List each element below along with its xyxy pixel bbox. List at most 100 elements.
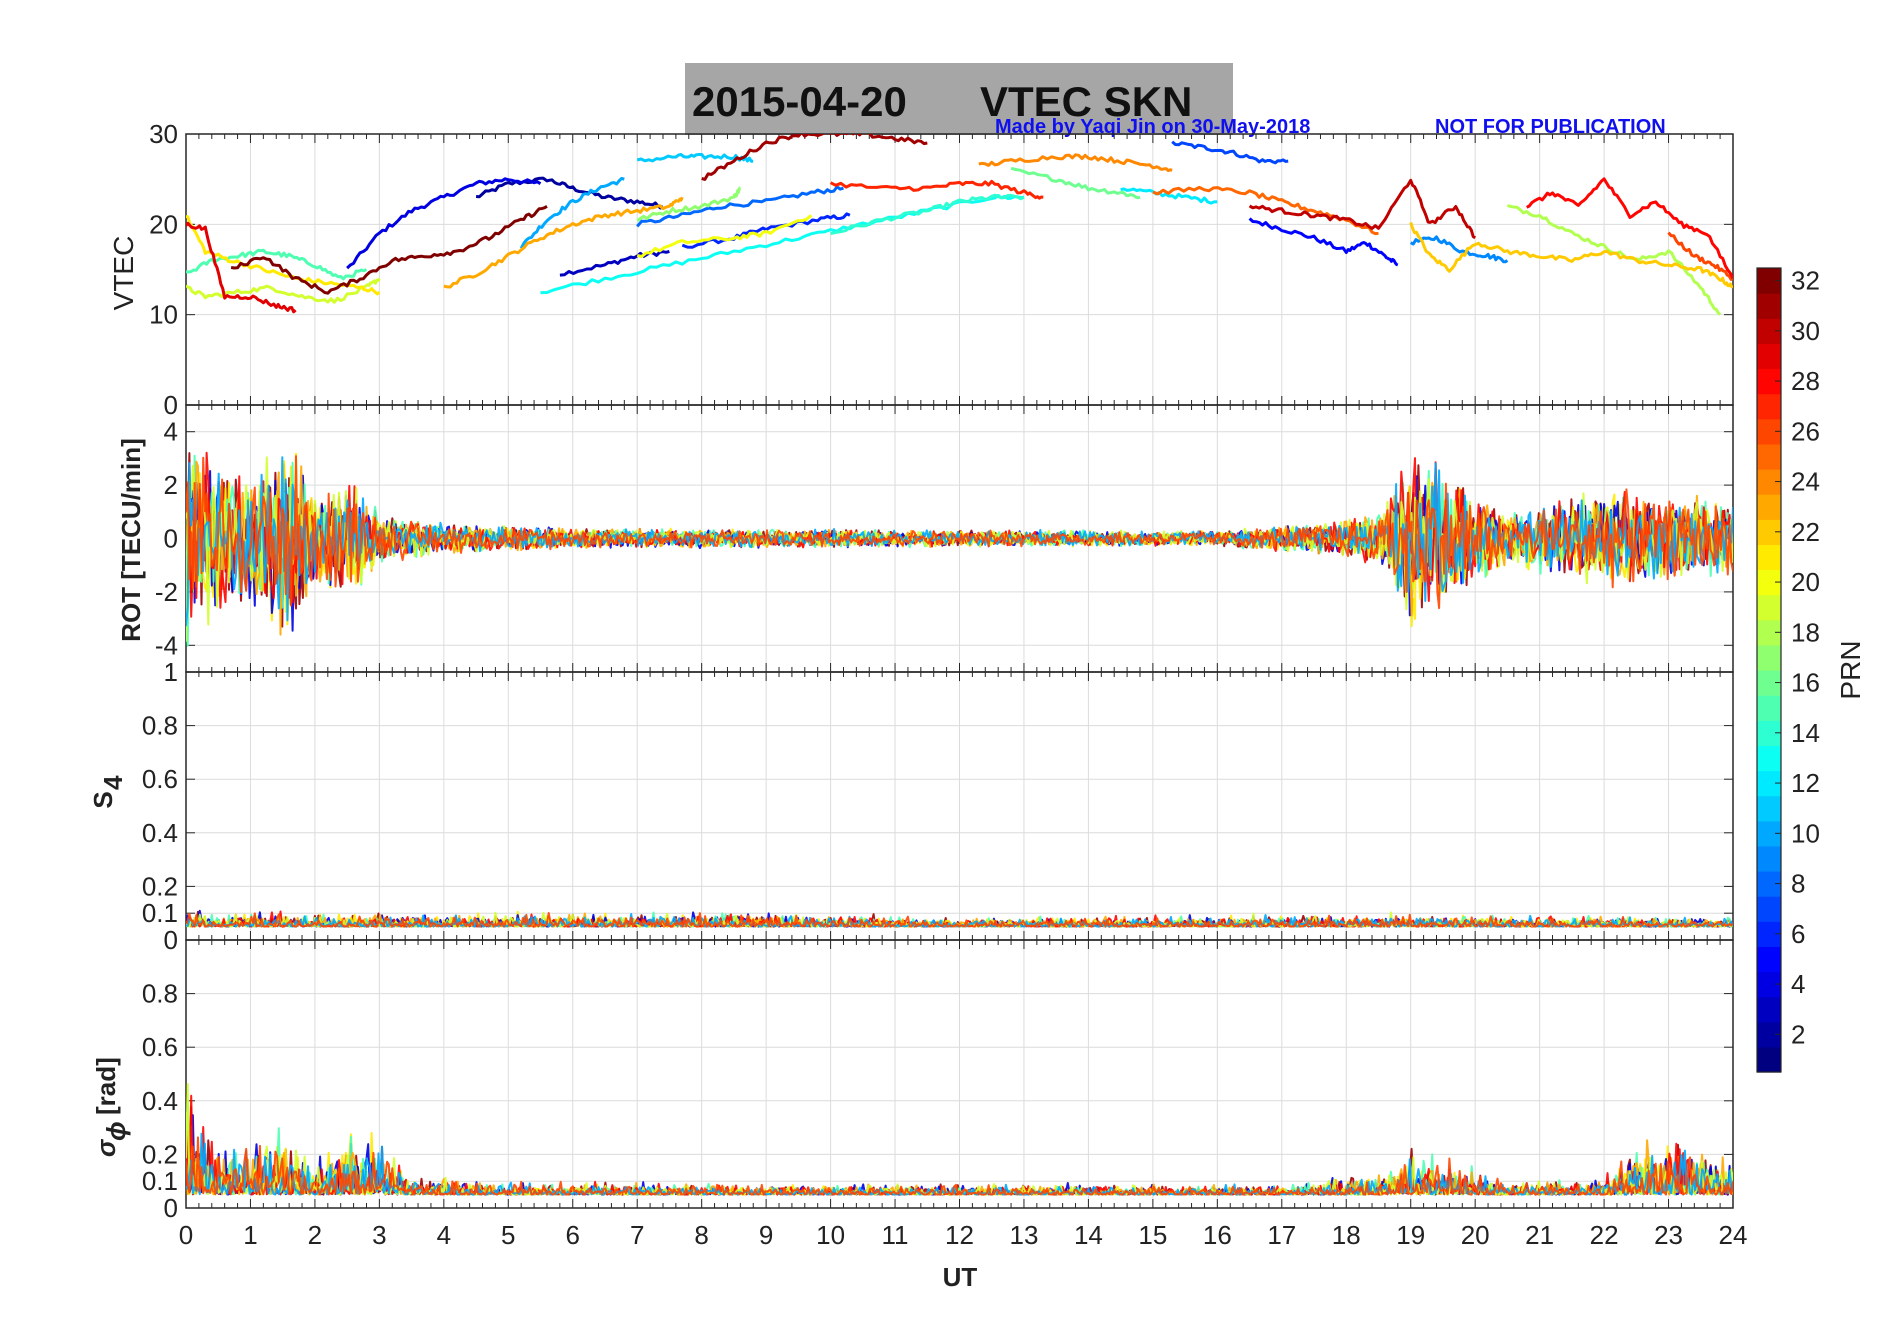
colorbar-tick-label: 26	[1791, 416, 1820, 446]
vtec-series-prn-24	[978, 153, 1173, 173]
rot-ytick-label: -2	[155, 577, 178, 607]
vtec-series-prn-14	[830, 193, 1025, 236]
s4-ytick-label: 0.2	[142, 871, 178, 901]
colorbar-tick-label: 28	[1791, 366, 1820, 396]
colorbar-tick-label: 6	[1791, 919, 1805, 949]
x-tick-label: 21	[1525, 1220, 1554, 1250]
credit-note: Made by Yaqi Jin on 30-May-2018	[995, 116, 1310, 138]
vtec-series-prn-29	[186, 221, 297, 314]
vtec-series-prn-28	[1526, 177, 1733, 280]
x-tick-label: 14	[1074, 1220, 1103, 1250]
colorbar-tick-label: 16	[1791, 668, 1820, 698]
publication-note: NOT FOR PUBLICATION	[1435, 116, 1666, 138]
vtec-series-prn-13	[540, 193, 1025, 295]
x-tick-label: 16	[1203, 1220, 1232, 1250]
sigma-ylabel-unit: [rad]	[91, 1057, 121, 1115]
sigma-symbol: σ	[91, 1138, 121, 1157]
colorbar-tick-label: 30	[1791, 316, 1820, 346]
vtec-series-prn-30	[1248, 178, 1477, 240]
vtec-series-prn-6	[681, 212, 851, 249]
x-tick-label: 24	[1719, 1220, 1748, 1250]
rot-ytick-label: 4	[164, 417, 178, 447]
colorbar-swatch	[1757, 996, 1781, 1023]
colorbar-swatch	[1757, 896, 1781, 922]
x-tick-label: 7	[630, 1220, 644, 1250]
x-tick-label: 22	[1590, 1220, 1619, 1250]
vtec-ylabel: VTEC	[108, 236, 139, 311]
colorbar-swatch	[1757, 1046, 1781, 1073]
vtec-ytick-label: 20	[149, 209, 178, 239]
vtec-ytick-label: 0	[164, 390, 178, 420]
colorbar-tick-label: 2	[1791, 1019, 1805, 1049]
s4-ytick-label: 1	[164, 657, 178, 687]
colorbar-swatch	[1757, 795, 1781, 822]
x-tick-label: 3	[372, 1220, 386, 1250]
colorbar-swatch	[1757, 695, 1781, 721]
x-tick-label: 19	[1396, 1220, 1425, 1250]
vtec-series-prn-5	[1248, 217, 1399, 267]
colorbar-tick-label: 8	[1791, 869, 1805, 899]
s4-ytick-label: 0.6	[142, 764, 178, 794]
rot-ytick-label: -4	[155, 630, 178, 660]
colorbar-tick-label: 22	[1791, 517, 1820, 547]
vtec-ytick-label: 30	[149, 119, 178, 149]
colorbar-swatch	[1757, 845, 1781, 872]
colorbar-tick-label: 10	[1791, 818, 1820, 848]
vtec-series-prn-23	[443, 196, 684, 289]
colorbar-swatch	[1757, 594, 1781, 621]
sigma-phi-panel: 00.10.20.40.60.80 1 2 3 4 5 6 7 8 9 10 11 12 13 14 15 16…	[142, 939, 1748, 1250]
vtec-series-prn-31	[701, 134, 928, 181]
vtec-series-prn-20	[636, 214, 813, 258]
vtec-series-prn-2	[475, 176, 664, 210]
x-tick-label: 11	[882, 1220, 909, 1250]
colorbar-swatch	[1757, 293, 1781, 319]
x-tick-label: 1	[243, 1220, 257, 1250]
rot-ylabel: ROT [TECU/min]	[116, 438, 146, 642]
x-tick-label: 12	[945, 1220, 974, 1250]
sigma-ytick-label: 0.8	[142, 979, 178, 1009]
vtec-series-prn-9	[1410, 235, 1509, 264]
rot-series-prn-26	[186, 455, 1733, 610]
colorbar-tick-label: 14	[1791, 718, 1820, 748]
sigma-ytick-label: 0.6	[142, 1032, 178, 1062]
vtec-series-prn-7	[1171, 140, 1289, 165]
colorbar-tick-label: 12	[1791, 768, 1820, 798]
x-tick-label: 9	[759, 1220, 773, 1250]
vtec-series-prn-12	[1120, 187, 1218, 205]
title-date: 2015-04-20	[692, 78, 907, 125]
colorbar-swatch	[1757, 494, 1781, 520]
title-name: VTEC SKN	[980, 78, 1192, 125]
sigma-series-group	[186, 1083, 1733, 1196]
s4-panel: 00.10.2 0.4 0.6 0.8 1	[142, 657, 1734, 955]
x-axis-label: UT	[943, 1262, 978, 1292]
s4-ytick-label: 0	[164, 925, 178, 955]
x-tick-label: 2	[308, 1220, 322, 1250]
sigma-ylabel: σ ϕ [rad]	[91, 1057, 131, 1157]
vtec-series-prn-27	[829, 179, 1044, 200]
x-tick-label: 5	[501, 1220, 515, 1250]
colorbar-swatch	[1757, 443, 1781, 470]
s4-ytick-label: 0.8	[142, 711, 178, 741]
rot-panel: -4 -2 0 2 4	[155, 404, 1734, 673]
x-tick-label: 18	[1332, 1220, 1361, 1250]
vtec-series-prn-18	[1506, 204, 1722, 316]
sigma-ytick-label: 0.1	[142, 1166, 178, 1196]
x-tick-label: 17	[1267, 1220, 1296, 1250]
colorbar-swatch	[1757, 393, 1781, 420]
vtec-series-prn-32	[230, 205, 548, 295]
x-tick-label: 23	[1654, 1220, 1683, 1250]
vtec-series-prn-25	[1152, 185, 1379, 236]
s4-ylabel-s: S	[88, 791, 118, 808]
sigma-ytick-label: 0.2	[142, 1139, 178, 1169]
x-tick-label: 15	[1138, 1220, 1167, 1250]
colorbar-tick-label: 20	[1791, 567, 1820, 597]
vtec-series-prn-4	[346, 177, 542, 270]
colorbar-swatch	[1757, 544, 1781, 571]
rot-ytick-label: 0	[164, 524, 178, 554]
colorbar-label: PRN	[1835, 640, 1866, 699]
vtec-series-prn-16	[1010, 166, 1141, 200]
x-tick-label: 20	[1461, 1220, 1490, 1250]
title-box	[685, 63, 1233, 135]
